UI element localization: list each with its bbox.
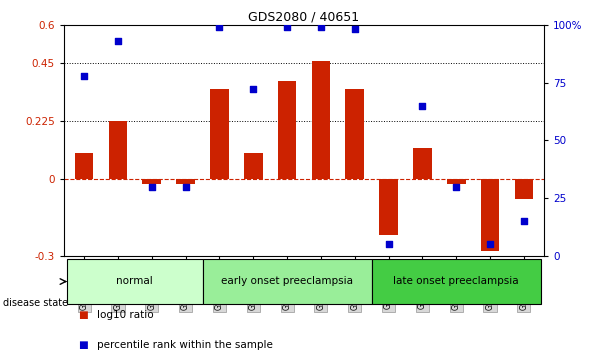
- Bar: [481, 179, 499, 251]
- Bar: [312, 61, 330, 179]
- Point: [451, 184, 461, 189]
- Bar: [244, 153, 263, 179]
- Bar: [176, 179, 195, 184]
- Bar: [75, 153, 94, 179]
- Point: [215, 24, 224, 30]
- Text: percentile rank within the sample: percentile rank within the sample: [97, 340, 274, 350]
- Bar: [371, 259, 541, 304]
- Bar: [202, 259, 371, 304]
- Bar: [514, 179, 533, 199]
- Point: [249, 87, 258, 92]
- Point: [418, 103, 427, 108]
- Bar: [109, 121, 127, 179]
- Point: [485, 241, 495, 247]
- Text: late onset preeclampsia: late onset preeclampsia: [393, 276, 519, 286]
- Title: GDS2080 / 40651: GDS2080 / 40651: [249, 11, 359, 24]
- Point: [147, 184, 157, 189]
- Point: [282, 24, 292, 30]
- Point: [113, 38, 123, 44]
- Point: [181, 184, 190, 189]
- Bar: [278, 81, 296, 179]
- Bar: [345, 89, 364, 179]
- Point: [79, 73, 89, 79]
- Text: log10 ratio: log10 ratio: [97, 310, 154, 320]
- Text: early onset preeclampsia: early onset preeclampsia: [221, 276, 353, 286]
- Bar: [210, 89, 229, 179]
- Bar: [447, 179, 466, 184]
- Bar: [67, 259, 202, 304]
- Point: [519, 218, 529, 224]
- Bar: [413, 148, 432, 179]
- Text: ■: ■: [78, 340, 88, 350]
- Bar: [142, 179, 161, 184]
- Point: [384, 241, 393, 247]
- Text: normal: normal: [117, 276, 153, 286]
- Bar: [379, 179, 398, 235]
- Text: ■: ■: [78, 310, 88, 320]
- Point: [316, 24, 326, 30]
- Point: [350, 27, 359, 32]
- Text: disease state: disease state: [3, 298, 68, 308]
